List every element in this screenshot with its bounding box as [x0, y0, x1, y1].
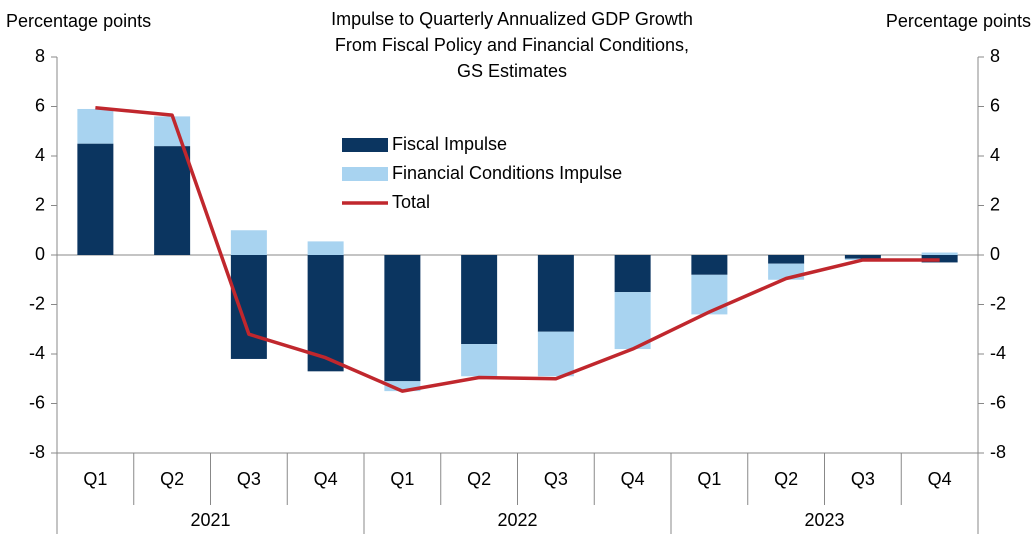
x-tick-label: Q2 — [467, 469, 491, 489]
y2-tick-label: 2 — [990, 194, 1000, 214]
bar — [230, 230, 267, 255]
y-tick-label: -2 — [29, 293, 45, 313]
x-tick-label: Q3 — [851, 469, 875, 489]
bar — [230, 255, 267, 359]
x-tick-label: Q4 — [314, 469, 338, 489]
y2-tick-label: 0 — [990, 244, 1000, 264]
y2-tick-label: -8 — [990, 442, 1006, 462]
legend-label: Financial Conditions Impulse — [392, 163, 622, 183]
y-axis-label: Percentage points — [6, 11, 151, 31]
x-tick-label: Q3 — [544, 469, 568, 489]
x-tick-label: Q1 — [697, 469, 721, 489]
y-tick-label: -4 — [29, 343, 45, 363]
x-tick-label: Q4 — [928, 469, 952, 489]
bar — [614, 255, 651, 293]
y-tick-label: 0 — [35, 244, 45, 264]
y-tick-label: 2 — [35, 194, 45, 214]
y-tick-label: 4 — [35, 145, 45, 165]
bar — [461, 344, 498, 377]
bar — [768, 255, 805, 264]
bar — [691, 274, 728, 315]
x-tick-label: Q1 — [83, 469, 107, 489]
group-label: 2021 — [190, 510, 230, 530]
bar — [307, 255, 344, 372]
bar — [844, 255, 881, 259]
y-tick-label: 8 — [35, 46, 45, 66]
chart-title: From Fiscal Policy and Financial Conditi… — [335, 35, 689, 55]
bar — [307, 241, 344, 255]
y2-tick-label: 8 — [990, 46, 1000, 66]
legend-label: Total — [392, 192, 430, 212]
y-tick-label: -6 — [29, 392, 45, 412]
bar — [154, 146, 191, 255]
legend-swatch — [342, 138, 388, 152]
chart-title: Impulse to Quarterly Annualized GDP Grow… — [331, 9, 693, 29]
line — [95, 105, 940, 393]
y2-axis-label: Percentage points — [886, 11, 1031, 31]
y2-tick-label: -2 — [990, 293, 1006, 313]
bar — [537, 255, 574, 332]
y2-tick-label: 6 — [990, 95, 1000, 115]
y2-tick-label: -6 — [990, 392, 1006, 412]
y-tick-label: 6 — [35, 95, 45, 115]
bar — [537, 331, 574, 377]
bar — [77, 143, 114, 255]
y2-tick-label: 4 — [990, 145, 1000, 165]
y2-tick-label: -4 — [990, 343, 1006, 363]
bar — [921, 252, 958, 255]
group-label: 2022 — [497, 510, 537, 530]
legend-label: Fiscal Impulse — [392, 134, 507, 154]
x-tick-label: Q4 — [621, 469, 645, 489]
chart-title: GS Estimates — [457, 61, 567, 81]
legend-swatch — [342, 167, 388, 181]
bar — [384, 381, 421, 392]
x-tick-label: Q3 — [237, 469, 261, 489]
x-tick-label: Q2 — [774, 469, 798, 489]
y-tick-label: -8 — [29, 442, 45, 462]
bar — [614, 292, 651, 350]
x-tick-label: Q2 — [160, 469, 184, 489]
bar — [691, 255, 728, 275]
bar — [461, 255, 498, 345]
bar — [154, 116, 191, 147]
group-label: 2023 — [804, 510, 844, 530]
bar — [77, 108, 114, 144]
x-tick-label: Q1 — [390, 469, 414, 489]
bar — [384, 255, 421, 382]
